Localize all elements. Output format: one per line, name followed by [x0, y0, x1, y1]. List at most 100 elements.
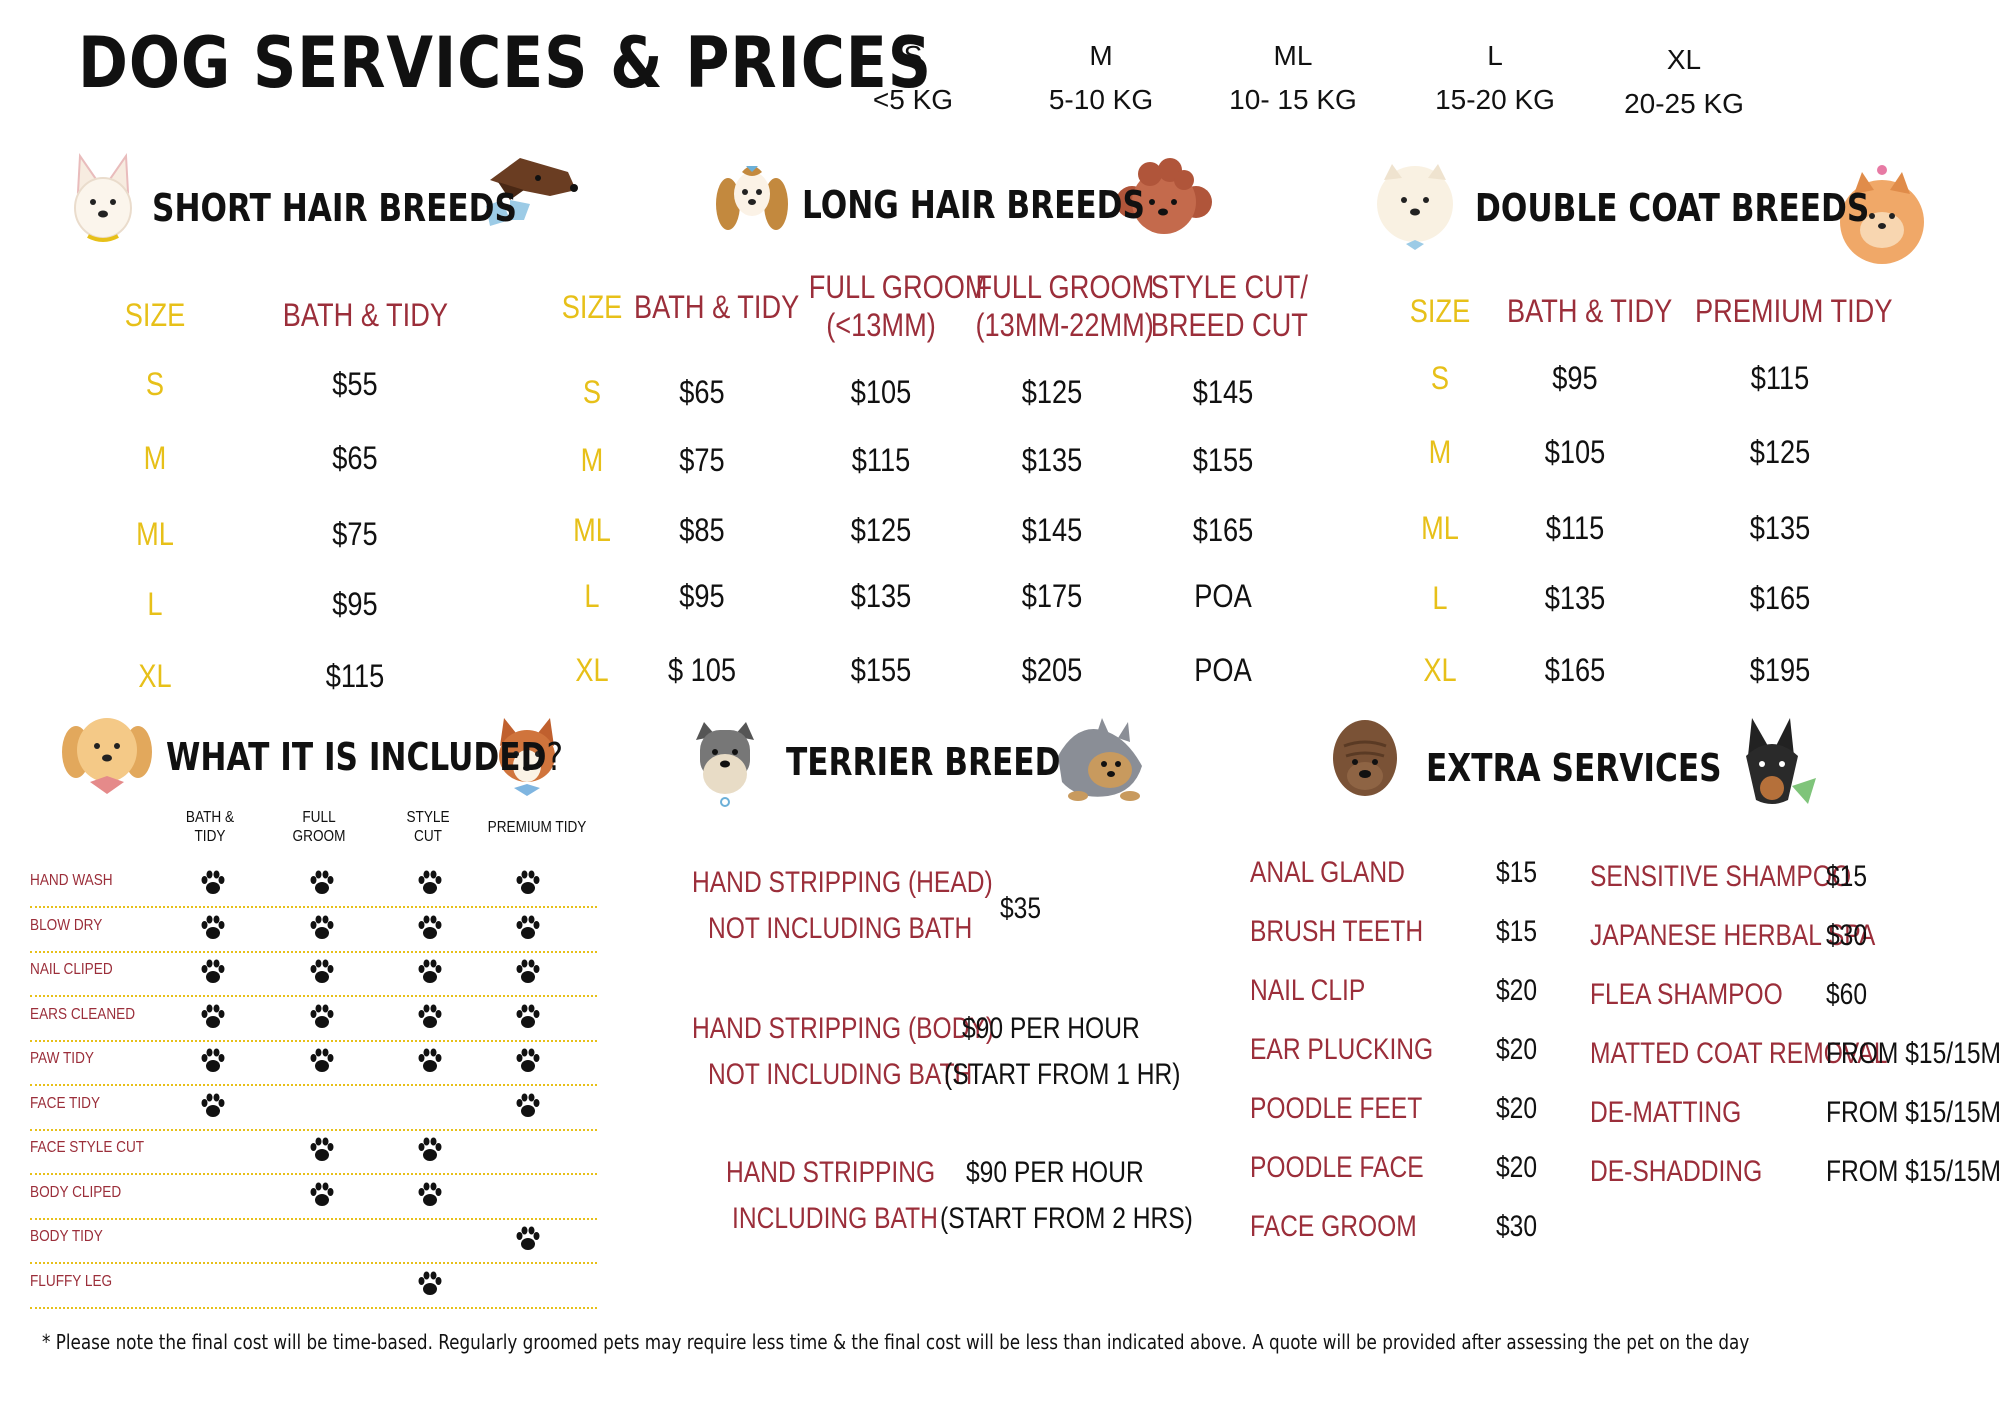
extra-service-name: EAR PLUCKING	[1250, 1033, 1434, 1066]
long-hair-price: $85	[679, 512, 725, 548]
extra-service-price: FROM $15/15MINS	[1826, 1096, 2000, 1129]
double-coat-price: $115	[1750, 360, 1810, 396]
double-coat-price: $125	[1749, 434, 1811, 470]
doberman-icon	[1746, 718, 1816, 804]
long-hair-price: POA	[1194, 652, 1252, 688]
table-row: FACE STYLE CUT	[30, 1129, 597, 1175]
paw-icon	[415, 868, 445, 898]
double-coat-title: DOUBLE COAT BREEDS	[1475, 186, 1870, 230]
included-item-label: HAND WASH	[30, 872, 113, 889]
paw-icon	[513, 1046, 543, 1076]
short-hair-size: M	[143, 440, 167, 476]
long-hair-price: $175	[1021, 578, 1083, 614]
included-col-fullgroom: FULL GROOM	[292, 809, 346, 845]
table-row: BODY TIDY	[30, 1218, 597, 1264]
long-hair-bath-header: BATH & TIDY	[634, 289, 800, 325]
pomeranian-icon	[1840, 165, 1924, 264]
size-legend-xl: XL 20-25 KG	[1624, 44, 1744, 119]
terrier-service-name: NOT INCLUDING BATH	[708, 912, 973, 945]
paw-icon	[198, 913, 228, 943]
long-hair-fullgroom2-header: FULL GROOM (13MM-22MM)	[975, 269, 1155, 343]
paw-icon	[198, 957, 228, 987]
paw-icon	[415, 1180, 445, 1210]
long-hair-price: $145	[1192, 374, 1254, 410]
extra-service-name: DE-SHADDING	[1590, 1155, 1763, 1188]
terrier-service-name: HAND STRIPPING (HEAD)	[692, 866, 993, 899]
paw-icon	[307, 1002, 337, 1032]
included-col-stylecut: STYLE CUT	[406, 809, 450, 845]
corgi-icon	[499, 718, 555, 796]
long-hair-price: $135	[1021, 442, 1083, 478]
long-hair-size: M	[580, 442, 604, 478]
paw-icon	[307, 1180, 337, 1210]
double-coat-price: $165	[1544, 652, 1606, 688]
double-coat-price: $105	[1544, 434, 1606, 470]
size-legend-l: L 15-20 KG	[1435, 40, 1555, 115]
paw-icon	[198, 868, 228, 898]
short-hair-price: $75	[332, 516, 378, 552]
paw-icon	[415, 1046, 445, 1076]
long-hair-price: $125	[1021, 374, 1083, 410]
double-coat-size: S	[1430, 360, 1450, 396]
double-coat-size: L	[1432, 580, 1448, 616]
terrier-service-name: INCLUDING BATH	[732, 1202, 938, 1235]
terrier-service-name: NOT INCLUDING BATH	[708, 1058, 973, 1091]
extra-service-price: $20	[1496, 974, 1538, 1007]
extra-service-price: FROM $15/15MINS	[1826, 1155, 2000, 1188]
short-hair-size: ML	[136, 516, 174, 552]
included-item-label: NAIL CLIPED	[30, 961, 113, 978]
included-item-label: FACE TIDY	[30, 1094, 101, 1112]
terrier-service-name: HAND STRIPPING	[726, 1156, 936, 1189]
footnote: * Please note the final cost will be tim…	[42, 1330, 1750, 1354]
extra-service-price: $20	[1496, 1033, 1538, 1066]
terrier-title: TERRIER BREED	[786, 740, 1061, 784]
included-col-bath: BATH & TIDY	[185, 809, 235, 845]
page-title: DOG SERVICES & PRICES	[78, 22, 933, 104]
samoyed-icon	[1377, 164, 1453, 250]
included-item-label: BLOW DRY	[30, 916, 103, 934]
yorkie-icon	[1058, 718, 1142, 801]
paw-icon	[415, 957, 445, 987]
short-hair-size: S	[145, 366, 165, 402]
extra-service-price: $20	[1496, 1151, 1538, 1184]
table-row: EARS CLEANED	[30, 996, 597, 1042]
long-hair-stylecut-header: STYLE CUT/BREED CUT	[1150, 269, 1308, 343]
paw-icon	[513, 1002, 543, 1032]
table-row: NAIL CLIPED	[30, 951, 597, 997]
extra-service-name: ANAL GLAND	[1250, 856, 1405, 889]
extra-service-name: POODLE FEET	[1250, 1092, 1423, 1125]
double-coat-price: $135	[1749, 510, 1811, 546]
extra-service-price: $15	[1826, 860, 1868, 893]
size-legend-ml: ML 10- 15 KG	[1229, 40, 1357, 115]
double-coat-price: $115	[1545, 510, 1605, 546]
table-row: FLUFFY LEG	[30, 1263, 597, 1309]
double-coat-price: $95	[1552, 360, 1598, 396]
paw-icon	[198, 1002, 228, 1032]
double-coat-premium-header: PREMIUM TIDY	[1695, 293, 1893, 329]
short-hair-price: $95	[332, 586, 378, 622]
extra-service-name: MATTED COAT REMOVAL	[1590, 1037, 1888, 1070]
extra-service-name: NAIL CLIP	[1250, 974, 1366, 1007]
long-hair-price: $155	[1192, 442, 1254, 478]
long-hair-size: ML	[573, 512, 611, 548]
paw-icon	[307, 913, 337, 943]
included-item-label: BODY CLIPED	[30, 1183, 122, 1201]
paw-icon	[513, 1091, 543, 1121]
included-item-label: FLUFFY LEG	[30, 1272, 113, 1290]
double-coat-size-header: SIZE	[1409, 293, 1471, 329]
table-row: PAW TIDY	[30, 1040, 597, 1086]
terrier-service-price: (START FROM 2 HRS)	[940, 1202, 1193, 1235]
french-bulldog-icon	[74, 153, 132, 242]
short-hair-title: SHORT HAIR BREEDS	[152, 186, 517, 230]
extra-service-price: $30	[1496, 1210, 1538, 1243]
paw-icon	[307, 1046, 337, 1076]
extra-service-name: SENSITIVE SHAMPOO	[1590, 860, 1852, 893]
double-coat-size: M	[1428, 434, 1452, 470]
table-row: BODY CLIPED	[30, 1174, 597, 1220]
long-hair-price: $115	[851, 442, 911, 478]
paw-icon	[307, 957, 337, 987]
terrier-service-price: (START FROM 1 HR)	[944, 1058, 1181, 1091]
terrier-service-name: HAND STRIPPING (BODY)	[692, 1012, 995, 1045]
double-coat-bath-header: BATH & TIDY	[1507, 293, 1673, 329]
long-hair-price: $135	[850, 578, 912, 614]
